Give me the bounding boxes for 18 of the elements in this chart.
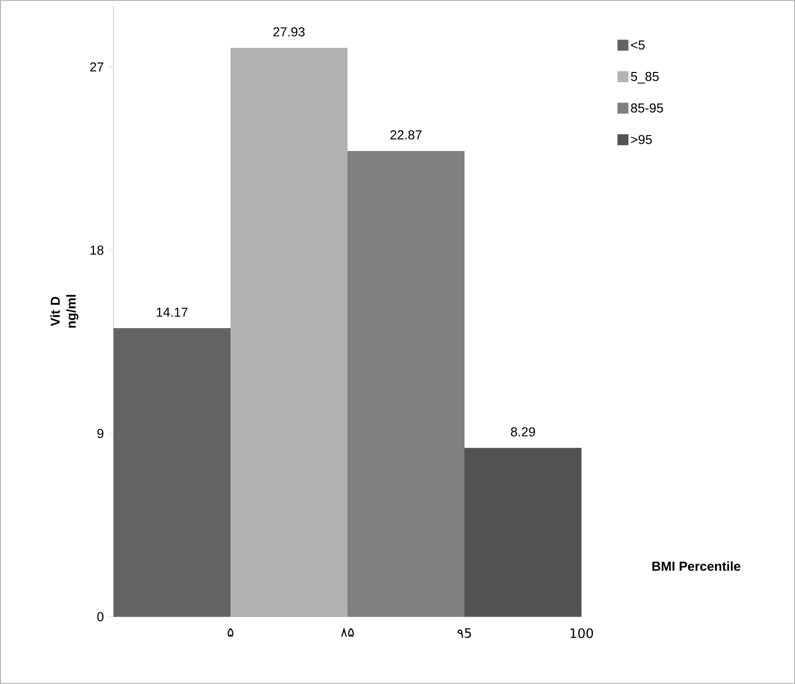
- text: ۸۵: [340, 628, 354, 637]
- y-tick-label: 18: [90, 246, 104, 255]
- y-tick-label: 27: [90, 62, 104, 72]
- legend-label: 85-95: [631, 103, 664, 113]
- text: ۹5: [458, 628, 471, 638]
- data-label: 22.87: [390, 130, 422, 140]
- data-label: 8.29: [510, 427, 535, 436]
- text: ۵: [228, 628, 234, 637]
- y-tick-label: 0: [97, 612, 104, 622]
- text: BMI Percentile: [652, 561, 740, 571]
- text: 100: [570, 628, 593, 638]
- data-label: 27.93: [273, 27, 305, 36]
- y-axis-title: Vit D ng/ml: [50, 294, 78, 328]
- legend-label: <5: [631, 40, 645, 50]
- legend-label: >95: [631, 134, 652, 144]
- legend-label: 5_85: [630, 72, 659, 84]
- data-label: 14.17: [156, 308, 188, 317]
- y-tick-label: 9: [97, 428, 104, 438]
